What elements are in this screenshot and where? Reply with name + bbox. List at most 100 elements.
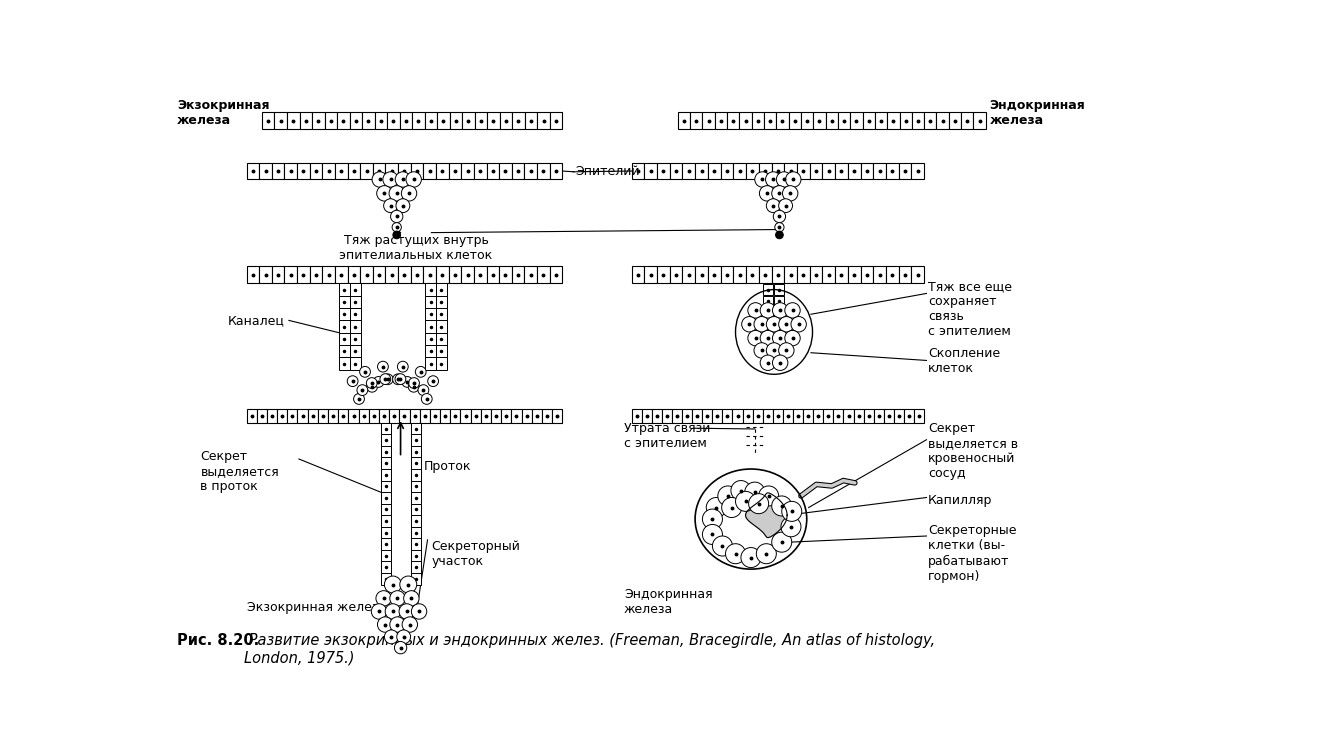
Bar [411, 423, 420, 434]
Circle shape [408, 378, 419, 388]
Bar [911, 267, 924, 283]
Bar [411, 504, 420, 516]
Circle shape [402, 186, 416, 201]
Bar [440, 409, 451, 423]
Bar [911, 162, 924, 180]
Bar [438, 112, 450, 130]
Circle shape [771, 532, 791, 552]
Bar [549, 162, 563, 180]
Circle shape [392, 374, 403, 384]
Bar [339, 296, 350, 308]
Bar [678, 112, 690, 130]
Circle shape [384, 576, 402, 593]
Bar [430, 409, 440, 423]
Bar [670, 267, 682, 283]
Circle shape [396, 630, 411, 644]
Circle shape [785, 331, 801, 346]
Circle shape [372, 172, 387, 187]
Circle shape [366, 378, 378, 388]
Bar [271, 162, 285, 180]
Bar [380, 469, 391, 481]
Text: Секреторный
участок: Секреторный участок [431, 540, 520, 568]
Bar [763, 112, 777, 130]
Bar [471, 409, 481, 423]
Bar [771, 162, 785, 180]
Bar [632, 162, 644, 180]
Bar [436, 296, 447, 308]
Bar [380, 527, 391, 539]
Circle shape [773, 331, 787, 346]
Bar [914, 409, 924, 423]
Bar [785, 267, 797, 283]
Text: Эпителий: Эпителий [576, 165, 640, 178]
Bar [257, 409, 267, 423]
Bar [420, 409, 430, 423]
Bar [728, 112, 739, 130]
Circle shape [771, 496, 791, 516]
Bar [512, 162, 524, 180]
Bar [426, 308, 436, 320]
Bar [348, 409, 359, 423]
Bar [380, 539, 391, 550]
Text: Экзокринная железа: Экзокринная железа [246, 601, 386, 615]
Circle shape [732, 481, 751, 501]
Circle shape [404, 591, 419, 606]
Bar [436, 162, 448, 180]
Bar [380, 457, 391, 469]
Bar [325, 112, 336, 130]
Bar [708, 162, 721, 180]
Circle shape [383, 172, 398, 187]
Bar [372, 267, 386, 283]
Bar [380, 573, 391, 585]
Bar [436, 345, 447, 358]
Bar [411, 434, 420, 446]
Circle shape [742, 317, 757, 332]
Bar [350, 112, 362, 130]
Bar [834, 409, 843, 423]
Bar [644, 267, 657, 283]
Bar [380, 434, 391, 446]
Circle shape [411, 603, 427, 619]
Circle shape [778, 199, 793, 212]
Circle shape [359, 367, 371, 377]
Circle shape [713, 536, 733, 556]
Bar [297, 162, 310, 180]
Bar [838, 112, 850, 130]
Bar [426, 333, 436, 345]
Text: Тяж растущих внутрь
эпителиальных клеток: Тяж растущих внутрь эпителиальных клеток [339, 234, 492, 262]
Bar [835, 162, 847, 180]
Bar [380, 562, 391, 573]
Bar [487, 112, 500, 130]
Bar [863, 112, 875, 130]
Text: Каналец: Каналец [227, 314, 285, 327]
Bar [287, 112, 299, 130]
Bar [411, 492, 420, 504]
Bar [347, 267, 360, 283]
Bar [380, 446, 391, 457]
Circle shape [754, 317, 770, 332]
Bar [690, 112, 702, 130]
Circle shape [386, 603, 400, 619]
Bar [861, 267, 874, 283]
Bar [423, 162, 436, 180]
Circle shape [378, 617, 392, 633]
Bar [473, 267, 487, 283]
Bar [274, 112, 287, 130]
Bar [423, 267, 436, 283]
Bar [521, 409, 532, 423]
Bar [436, 283, 447, 296]
Bar [298, 409, 307, 423]
Circle shape [395, 172, 411, 187]
Text: Утрата связи
с эпителием: Утрата связи с эпителием [624, 422, 710, 450]
Circle shape [390, 591, 406, 606]
Bar [436, 358, 447, 370]
Bar [259, 267, 271, 283]
Circle shape [378, 361, 388, 372]
Bar [753, 409, 762, 423]
Bar [339, 345, 350, 358]
Bar [335, 162, 347, 180]
Bar [426, 320, 436, 333]
Bar [962, 112, 974, 130]
Bar [350, 283, 360, 296]
Bar [350, 358, 360, 370]
